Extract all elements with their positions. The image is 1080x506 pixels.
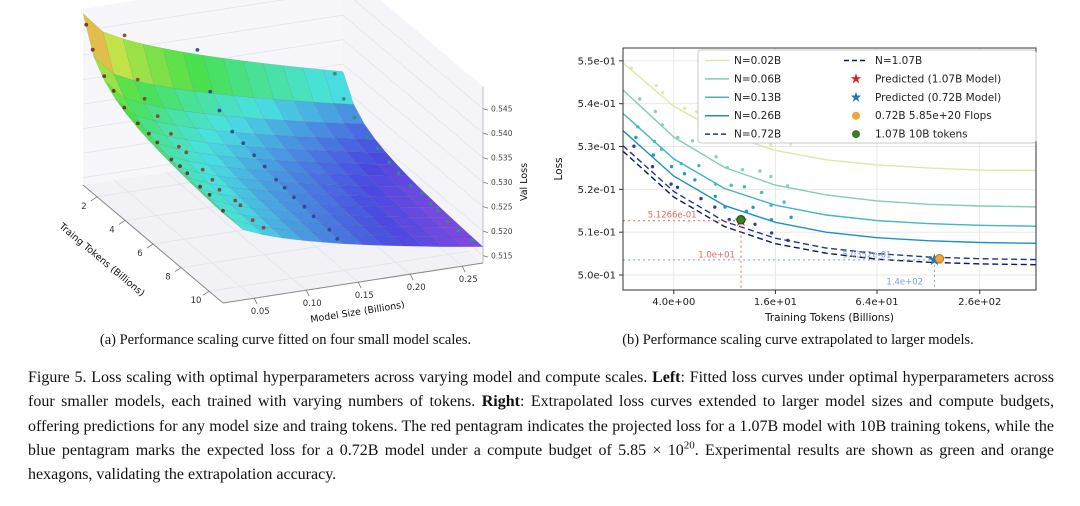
svg-text:N=0.13B: N=0.13B (734, 92, 781, 104)
svg-text:4: 4 (109, 225, 114, 235)
loss-plot-2d: 5.1266e-01 1.0e+01 5.0352e-01 1.4e+02 4.0e+0… (553, 47, 1037, 324)
svg-text:0.10: 0.10 (303, 299, 322, 309)
svg-text:6.4e+01: 6.4e+01 (855, 297, 898, 308)
experiment-circle-marker (934, 254, 945, 264)
svg-text:1.0e+01: 1.0e+01 (698, 250, 735, 260)
svg-text:N=0.06B: N=0.06B (734, 73, 781, 85)
svg-text:0.530: 0.530 (491, 178, 513, 187)
svg-text:0.25: 0.25 (459, 275, 478, 285)
svg-text:N=1.07B: N=1.07B (875, 55, 922, 67)
svg-text:10: 10 (191, 296, 202, 306)
svg-text:5.4e-01: 5.4e-01 (578, 99, 616, 110)
svg-text:0.525: 0.525 (491, 203, 513, 212)
svg-text:0.515: 0.515 (491, 252, 513, 261)
svg-text:4.0e+00: 4.0e+00 (652, 297, 695, 308)
x-axis-label: Training Tokens (Billions) (764, 312, 894, 324)
svg-text:0.535: 0.535 (491, 154, 513, 163)
svg-text:0.05: 0.05 (251, 307, 270, 317)
model-size-axis-label: Model Size (Billions) (310, 300, 406, 326)
loss-curve (622, 145, 1037, 261)
subfigure-b-caption: (b) Performance scaling curve extrapolat… (622, 332, 974, 348)
svg-text:0.520: 0.520 (491, 227, 513, 236)
svg-text:0.20: 0.20 (407, 283, 426, 293)
surface-plot-3d: 2 4 6 8 10 0.05 0.10 0.15 0.20 0.25 0.515 0.520 0.52… (56, 0, 530, 326)
svg-text:0.545: 0.545 (491, 105, 513, 114)
prediction-star-marker (928, 253, 941, 266)
svg-text:Predicted (0.72B Model): Predicted (0.72B Model) (875, 92, 1001, 104)
svg-text:6: 6 (137, 249, 142, 259)
svg-text:2: 2 (81, 202, 86, 212)
svg-text:5.3e-01: 5.3e-01 (578, 142, 616, 153)
svg-text:5.1266e-01: 5.1266e-01 (648, 211, 697, 221)
svg-text:5.2e-01: 5.2e-01 (578, 185, 616, 196)
y-axis-label: Loss (553, 157, 565, 180)
loss-curve (622, 150, 1037, 266)
svg-text:0.72B 5.85e+20 Flops: 0.72B 5.85e+20 Flops (875, 110, 992, 122)
svg-text:1.4e+02: 1.4e+02 (886, 277, 923, 287)
svg-text:5.1e-01: 5.1e-01 (578, 228, 616, 239)
svg-text:N=0.02B: N=0.02B (734, 55, 781, 67)
tokens-axis-label: Traing Tokens (Billions) (56, 220, 147, 299)
svg-text:Predicted (1.07B Model): Predicted (1.07B Model) (875, 73, 1001, 85)
svg-text:5.0352e-01: 5.0352e-01 (843, 250, 892, 260)
loss-curve (622, 130, 1037, 244)
svg-text:0.540: 0.540 (491, 129, 513, 138)
svg-text:N=0.72B: N=0.72B (734, 129, 781, 141)
svg-text:N=0.26B: N=0.26B (734, 110, 781, 122)
svg-text:1.07B 10B tokens: 1.07B 10B tokens (875, 129, 968, 141)
subfigure-a-caption: (a) Performance scaling curve fitted on … (99, 332, 472, 348)
loss-curve (622, 89, 1037, 208)
svg-text:0.15: 0.15 (355, 291, 374, 301)
svg-text:1.6e+01: 1.6e+01 (754, 297, 797, 308)
experiment-circle-marker (736, 215, 746, 225)
val-loss-axis-label: Val Loss (519, 163, 530, 201)
svg-text:5.5e-01: 5.5e-01 (578, 56, 616, 67)
svg-text:5.0e-01: 5.0e-01 (578, 271, 616, 282)
loss-curve (622, 62, 1037, 172)
svg-text:8: 8 (165, 273, 170, 283)
loss-curve (622, 112, 1037, 227)
legend: N=0.02B N=0.06B N=0.13B N=0.26B N=0.72B N=1.0… (697, 49, 1037, 144)
figure-caption: Figure 5. Loss scaling with optimal hype… (28, 369, 1055, 484)
svg-text:2.6e+02: 2.6e+02 (958, 297, 1001, 308)
